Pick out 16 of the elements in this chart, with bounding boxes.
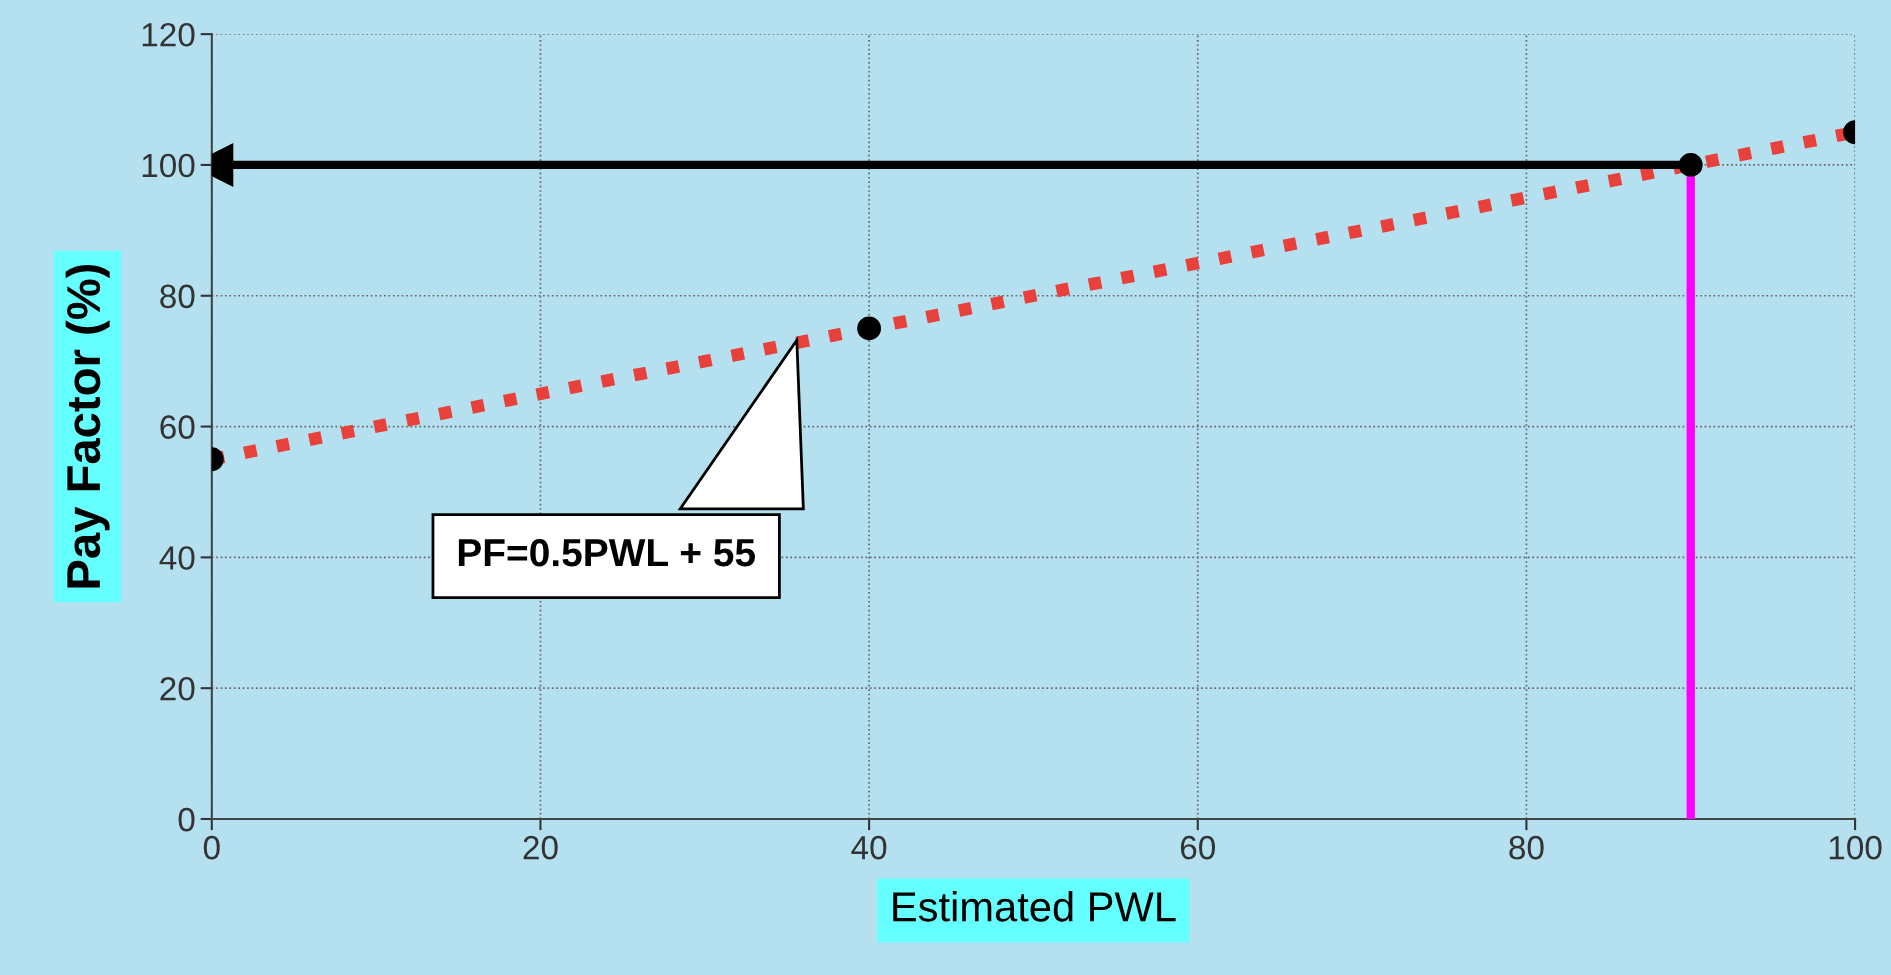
y-tick-label: 120 — [142, 22, 195, 47]
y-tick-label: 0 — [178, 807, 195, 832]
annotation: PF=0.5PWL + 55 — [458, 538, 755, 567]
y-tick-label: 40 — [159, 546, 195, 570]
x-tick-label: 40 — [851, 835, 887, 860]
y-axis-title: Pay Factor (%) — [65, 264, 110, 588]
y-tick-label: 20 — [160, 676, 195, 701]
x-tick-label: 80 — [1509, 835, 1544, 860]
x-axis-title: Estimated PWL — [893, 891, 1176, 922]
x-tick-label: 20 — [523, 835, 558, 860]
x-tick-label: 0 — [203, 835, 220, 860]
y-tick-label: 100 — [142, 153, 195, 178]
x-tick-label: 100 — [1829, 835, 1882, 860]
y-tick-label: 60 — [160, 415, 195, 439]
y-tick-label: 80 — [160, 284, 195, 309]
x-tick-label: 60 — [1180, 835, 1215, 860]
